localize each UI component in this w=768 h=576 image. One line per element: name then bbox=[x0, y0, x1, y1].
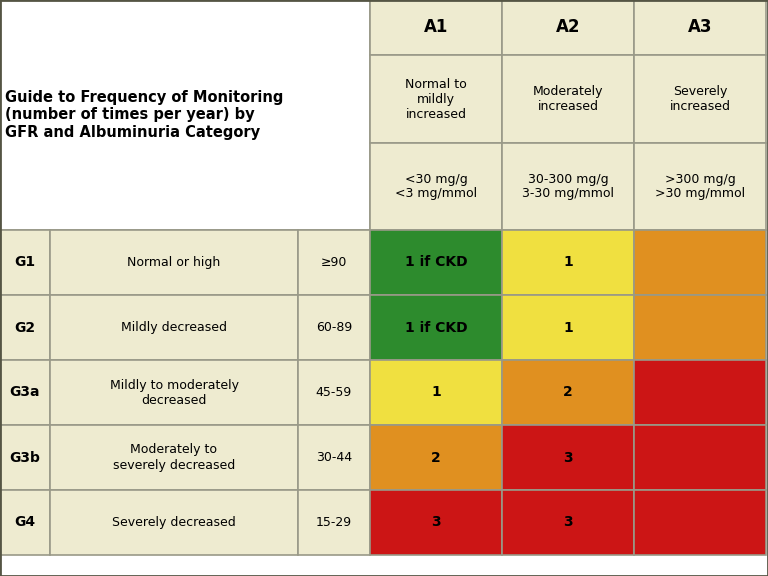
Bar bbox=[634, 0, 766, 55]
Text: >300 mg/g
>30 mg/mmol: >300 mg/g >30 mg/mmol bbox=[655, 172, 745, 200]
Text: 1 if CKD: 1 if CKD bbox=[405, 256, 467, 270]
Bar bbox=[370, 490, 502, 555]
Text: Normal to
mildly
increased: Normal to mildly increased bbox=[406, 78, 467, 120]
Text: 1 if CKD: 1 if CKD bbox=[405, 320, 467, 335]
Bar bbox=[502, 55, 634, 143]
Text: G4: G4 bbox=[15, 516, 35, 529]
Bar bbox=[298, 425, 370, 490]
Bar bbox=[0, 490, 50, 555]
Bar bbox=[50, 360, 298, 425]
Bar bbox=[502, 295, 634, 360]
Bar bbox=[0, 425, 50, 490]
Bar bbox=[370, 55, 502, 143]
Text: 2: 2 bbox=[563, 385, 573, 400]
Text: Severely decreased: Severely decreased bbox=[112, 516, 236, 529]
Text: 45-59: 45-59 bbox=[316, 386, 352, 399]
Bar bbox=[634, 143, 766, 230]
Text: Mildly to moderately
decreased: Mildly to moderately decreased bbox=[110, 378, 239, 407]
Bar bbox=[370, 230, 502, 295]
Bar bbox=[634, 55, 766, 143]
Bar bbox=[298, 360, 370, 425]
Text: 3: 3 bbox=[563, 450, 573, 464]
Text: 15-29: 15-29 bbox=[316, 516, 352, 529]
Text: ≥90: ≥90 bbox=[321, 256, 347, 269]
Text: 1: 1 bbox=[563, 320, 573, 335]
Bar bbox=[502, 0, 634, 55]
Text: 30-300 mg/g
3-30 mg/mmol: 30-300 mg/g 3-30 mg/mmol bbox=[522, 172, 614, 200]
Bar bbox=[0, 295, 50, 360]
Bar bbox=[370, 360, 502, 425]
Bar bbox=[370, 143, 502, 230]
Text: G2: G2 bbox=[15, 320, 35, 335]
Text: Normal or high: Normal or high bbox=[127, 256, 220, 269]
Text: Moderately to
severely decreased: Moderately to severely decreased bbox=[113, 444, 235, 472]
Bar bbox=[0, 230, 50, 295]
Bar bbox=[634, 490, 766, 555]
Text: A2: A2 bbox=[556, 18, 581, 36]
Bar bbox=[0, 360, 50, 425]
Text: 3: 3 bbox=[563, 516, 573, 529]
Text: Severely
increased: Severely increased bbox=[670, 85, 730, 113]
Bar bbox=[50, 230, 298, 295]
Text: 1: 1 bbox=[563, 256, 573, 270]
Text: G3b: G3b bbox=[9, 450, 41, 464]
Bar bbox=[634, 230, 766, 295]
Bar bbox=[50, 425, 298, 490]
Bar bbox=[370, 425, 502, 490]
Bar bbox=[298, 490, 370, 555]
Text: Guide to Frequency of Monitoring
(number of times per year) by
GFR and Albuminur: Guide to Frequency of Monitoring (number… bbox=[5, 90, 283, 140]
Bar bbox=[502, 360, 634, 425]
Bar bbox=[50, 490, 298, 555]
Text: 30-44: 30-44 bbox=[316, 451, 352, 464]
Bar bbox=[634, 360, 766, 425]
Text: G3a: G3a bbox=[10, 385, 40, 400]
Bar bbox=[0, 0, 370, 230]
Text: 2: 2 bbox=[431, 450, 441, 464]
Text: Mildly decreased: Mildly decreased bbox=[121, 321, 227, 334]
Bar bbox=[50, 295, 298, 360]
Bar bbox=[298, 230, 370, 295]
Text: Moderately
increased: Moderately increased bbox=[533, 85, 603, 113]
Text: 3: 3 bbox=[431, 516, 441, 529]
Text: A1: A1 bbox=[424, 18, 449, 36]
Bar bbox=[634, 295, 766, 360]
Bar bbox=[298, 295, 370, 360]
Text: 60-89: 60-89 bbox=[316, 321, 352, 334]
Bar bbox=[502, 490, 634, 555]
Bar bbox=[502, 230, 634, 295]
Bar bbox=[370, 0, 502, 55]
Text: A3: A3 bbox=[688, 18, 712, 36]
Text: G1: G1 bbox=[15, 256, 35, 270]
Bar bbox=[502, 425, 634, 490]
Bar bbox=[370, 295, 502, 360]
Text: <30 mg/g
<3 mg/mmol: <30 mg/g <3 mg/mmol bbox=[395, 172, 477, 200]
Bar bbox=[502, 143, 634, 230]
Text: 1: 1 bbox=[431, 385, 441, 400]
Bar bbox=[634, 425, 766, 490]
